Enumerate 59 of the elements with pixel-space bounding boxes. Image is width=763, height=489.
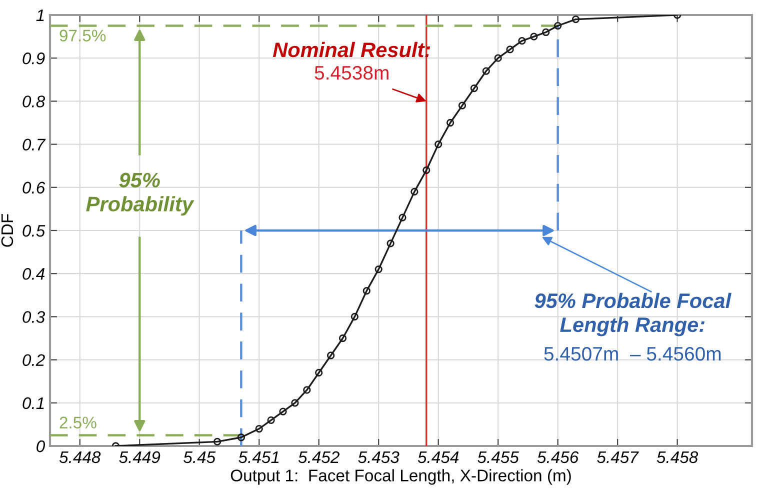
x-tick-label: 5.457: [597, 451, 639, 464]
y-tick-label: 0.1: [22, 397, 44, 410]
point: [362, 287, 370, 295]
point: [572, 15, 580, 24]
y-tick-label: 0.5: [22, 224, 46, 237]
y-tick-label: 0.3: [22, 311, 45, 323]
point: [237, 434, 246, 442]
x-tick-label: 5.454: [418, 451, 459, 464]
y-tick-label: 1: [36, 10, 44, 22]
point: [458, 102, 466, 110]
point: [267, 416, 275, 424]
point: [518, 37, 526, 45]
point: [554, 22, 562, 30]
x-tick-label: 5.448: [59, 451, 101, 464]
y-tick-label: 0.2: [22, 354, 45, 366]
point: [494, 54, 502, 62]
point: [542, 28, 550, 36]
point: [446, 118, 454, 127]
point: [530, 32, 538, 40]
point: [315, 368, 323, 377]
y-tick-label: 0.9: [22, 52, 45, 64]
x-axis-title: Output 1: Facet Focal Length, X-Direction (m): [230, 469, 571, 485]
point: [279, 408, 287, 416]
x-tick-label: 5.451: [238, 451, 279, 464]
ref-line-label: 97.5%: [60, 30, 106, 42]
x-tick-label: 5.456: [537, 451, 579, 464]
point: [398, 214, 406, 222]
point: [374, 265, 382, 274]
y-tick-label: 0.8: [22, 96, 46, 108]
annotation: 5.4507m – 5.4560m: [544, 346, 721, 361]
point: [303, 386, 311, 394]
point: [386, 240, 394, 248]
annotation: 5.4538m: [314, 66, 388, 80]
y-tick-label: 0.6: [22, 182, 46, 194]
point: [291, 399, 299, 407]
x-tick-label: 5.452: [298, 451, 340, 464]
point: [434, 140, 442, 148]
point: [350, 312, 359, 321]
point: [326, 352, 335, 360]
annotation: 95% Probable Focal Length Range:: [534, 292, 732, 336]
y-tick-label: 0.4: [22, 268, 45, 280]
y-axis-title: CDF: [1, 214, 14, 247]
x-tick-label: 5.449: [119, 451, 160, 464]
ref-line-label: 2.5%: [60, 416, 96, 428]
point: [470, 84, 478, 92]
point: [338, 334, 347, 342]
x-tick-label: 5.453: [358, 451, 400, 464]
point: [482, 67, 490, 75]
point: [410, 188, 418, 196]
x-tick-label: 5.45: [184, 451, 216, 464]
x-tick-label: 5.455: [478, 451, 519, 464]
annotation: 95% Probability: [86, 172, 194, 216]
point: [213, 438, 222, 446]
point: [422, 166, 430, 174]
point: [255, 424, 263, 433]
point: [506, 46, 514, 54]
y-tick-label: 0.7: [22, 138, 46, 151]
y-tick-label: 0: [36, 440, 45, 452]
x-tick-label: 5.458: [656, 451, 698, 464]
